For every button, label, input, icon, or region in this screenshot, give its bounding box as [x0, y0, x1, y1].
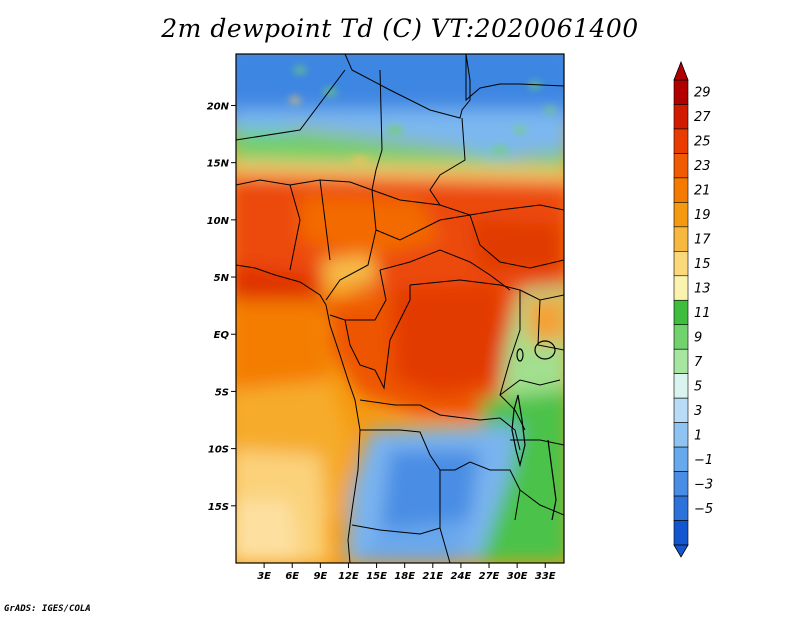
- lat-label: 15S: [208, 502, 229, 513]
- dewpoint-field: [236, 54, 564, 563]
- map-frame: [235, 53, 565, 564]
- lon-label: 3E: [257, 571, 271, 582]
- colorbar-label: 25: [694, 135, 711, 150]
- colorbar-segment: [673, 471, 689, 497]
- longitude-axis: 3E 6E 9E 12E 15E 18E 21E 24E 27E 30E 33E: [257, 563, 556, 582]
- colorbar-label: 23: [694, 159, 711, 174]
- colorbar-label: 27: [694, 110, 711, 125]
- colorbar-segment: [673, 373, 689, 399]
- colorbar-segment: [673, 226, 689, 252]
- latitude-axis: 20N 15N 10N 5N EQ 5S 10S 15S: [207, 101, 236, 513]
- lat-label: 10S: [208, 445, 229, 456]
- colorbar-min-arrow: [673, 544, 689, 558]
- map-title: 2m dewpoint Td (C) VT:2020061400: [161, 14, 639, 43]
- credit-label: GrADS: IGES/COLA: [4, 604, 91, 614]
- country-borders: [236, 54, 564, 563]
- colorbar-segment: [673, 324, 689, 350]
- colorbar-segment: [673, 251, 689, 277]
- colorbar: 29 27 25 23 21 19 17 15 13 11 9 7 5 3 1 −1 −3 −5: [673, 60, 713, 558]
- colorbar-segment: [673, 348, 689, 374]
- colorbar-segment: [673, 520, 689, 546]
- lon-label: 18E: [394, 571, 415, 582]
- colorbar-segment: [673, 299, 689, 326]
- lon-label: 27E: [479, 571, 500, 582]
- lon-label: 24E: [451, 571, 472, 582]
- lat-label: 5N: [214, 273, 230, 284]
- lon-label: 15E: [366, 571, 387, 582]
- colorbar-segment: [673, 495, 689, 521]
- lon-label: 33E: [535, 571, 556, 582]
- lon-label: 12E: [338, 571, 359, 582]
- colorbar-label: 11: [694, 306, 711, 321]
- colorbar-label: −5: [694, 502, 713, 517]
- colorbar-segment: [673, 422, 689, 448]
- colorbar-segment: [673, 397, 689, 423]
- colorbar-segment: [673, 275, 689, 301]
- colorbar-max-arrow: [673, 60, 689, 81]
- colorbar-label: −1: [694, 453, 713, 468]
- colorbar-label: 7: [694, 355, 703, 370]
- colorbar-label: 15: [694, 257, 711, 272]
- lakes: [511, 340, 557, 521]
- lon-label: 9E: [313, 571, 327, 582]
- lat-label: 5S: [215, 387, 229, 398]
- colorbar-label: 17: [694, 233, 711, 248]
- colorbar-label: 3: [694, 404, 702, 419]
- colorbar-segment: [673, 446, 689, 472]
- colorbar-segment: [673, 104, 689, 130]
- colorbar-segment: [673, 202, 689, 228]
- colorbar-segment: [673, 177, 689, 203]
- colorbar-label: 9: [694, 330, 702, 345]
- lat-label: 10N: [207, 216, 230, 227]
- colorbar-segment: [673, 79, 689, 105]
- colorbar-label: 5: [694, 379, 702, 394]
- lon-label: 21E: [422, 571, 443, 582]
- lon-label: 6E: [285, 571, 299, 582]
- lat-label: 15N: [207, 159, 230, 170]
- colorbar-segment: [673, 153, 689, 179]
- colorbar-label: 19: [694, 208, 711, 223]
- colorbar-label: 21: [694, 184, 711, 199]
- lat-label: EQ: [214, 330, 230, 341]
- colorbar-label: 29: [694, 86, 711, 101]
- lon-label: 30E: [507, 571, 528, 582]
- colorbar-label: 13: [694, 282, 711, 297]
- colorbar-segment: [673, 128, 689, 154]
- lat-label: 20N: [207, 101, 230, 112]
- colorbar-label: 1: [694, 428, 702, 443]
- colorbar-label: −3: [694, 477, 713, 492]
